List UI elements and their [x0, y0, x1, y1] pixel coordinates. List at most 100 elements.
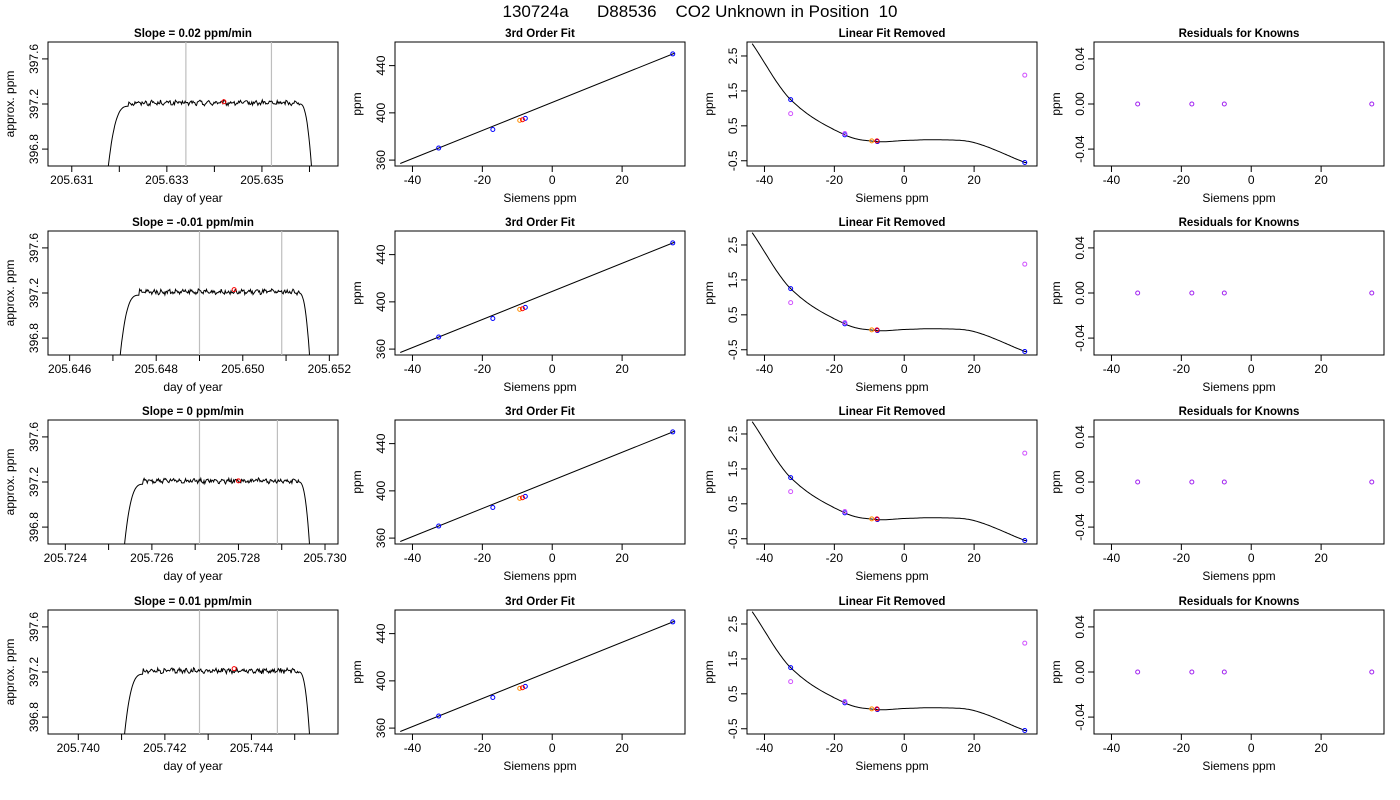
- panel-title: Slope = 0.02 ppm/min: [134, 28, 252, 40]
- unknown-residual-point: [869, 516, 875, 522]
- panel-known-row2: Residuals for Knowns -40 -20 0 20 -0.04 0.00 0.…: [1049, 406, 1385, 583]
- y-tick-label: 0.04: [1073, 47, 1087, 71]
- x-tick-label: -20: [826, 173, 844, 187]
- panel-trace-row2: Slope = 0 ppm/min 205.724 205.726 205.728 20…: [3, 406, 347, 583]
- y-tick-label: 400: [374, 103, 388, 123]
- x-axis-label: Siemens ppm: [503, 380, 576, 394]
- panel-resid-row1: Linear Fit Removed -40 -20 0 20 -0.5 0.5 1.5 2.5…: [702, 217, 1038, 394]
- x-axis-label: Siemens ppm: [1202, 569, 1275, 583]
- fit-line: [400, 430, 675, 542]
- unknown-point: [517, 495, 523, 501]
- unknown-mean-point: [235, 478, 241, 484]
- x-axis-label: Siemens ppm: [1202, 380, 1275, 394]
- x-tick-label: 205.633: [145, 173, 189, 187]
- x-axis-label: Siemens ppm: [855, 191, 928, 205]
- y-tick-label: -0.04: [1073, 135, 1087, 163]
- y-tick-label: 440: [374, 55, 388, 75]
- known-residual-point: [788, 665, 794, 671]
- comparison-point: [1022, 261, 1028, 267]
- known-residual-marker: [1189, 101, 1195, 107]
- x-axis-label: Siemens ppm: [503, 569, 576, 583]
- comparison-point: [1022, 450, 1028, 456]
- panel-title: Slope = -0.01 ppm/min: [132, 217, 254, 229]
- y-tick-label: 396.8: [27, 323, 41, 353]
- panel-title: 3rd Order Fit: [505, 406, 575, 418]
- x-axis-label: Siemens ppm: [1202, 191, 1275, 205]
- x-tick-label: 20: [967, 173, 981, 187]
- known-point: [436, 523, 442, 529]
- residual-curve: [751, 421, 1027, 541]
- y-axis-label: ppm: [350, 660, 364, 683]
- x-tick-label: 20: [615, 173, 629, 187]
- known-residual-point: [788, 286, 794, 292]
- known-point: [522, 115, 528, 121]
- x-tick-label: -20: [1173, 173, 1191, 187]
- panel-title: Linear Fit Removed: [839, 596, 946, 608]
- panel-trace-row3: Slope = 0.01 ppm/min 205.740 205.742 205.74…: [3, 596, 339, 773]
- y-tick-label: 0.00: [1073, 281, 1087, 305]
- y-axis-label: ppm: [350, 281, 364, 304]
- y-tick-label: 0.5: [726, 495, 740, 512]
- y-tick-label: 396.8: [27, 512, 41, 542]
- concentration-trace: [124, 666, 310, 734]
- x-tick-label: 205.728: [217, 551, 261, 565]
- known-point: [522, 304, 528, 310]
- unknown-point-red: [520, 306, 526, 312]
- x-axis-label: Siemens ppm: [855, 569, 928, 583]
- y-axis-label: ppm: [1049, 281, 1063, 304]
- x-tick-label: -20: [474, 362, 492, 376]
- panel-resid-row2: Linear Fit Removed -40 -20 0 20 -0.5 0.5 1.5 2.5…: [702, 406, 1038, 583]
- known-point: [436, 713, 442, 719]
- x-tick-label: 0: [1248, 362, 1255, 376]
- y-axis-label: ppm: [702, 92, 716, 115]
- x-tick-label: -40: [404, 551, 422, 565]
- known-residual-marker: [1221, 101, 1227, 107]
- x-tick-label: -40: [756, 551, 774, 565]
- unknown-residual-point-red: [874, 706, 880, 712]
- panel-resid-row0: Linear Fit Removed -40 -20 0 20 -0.5 0.5 1.5 2.5…: [702, 28, 1038, 205]
- unknown-mean-point: [231, 287, 237, 293]
- x-tick-label: 20: [615, 362, 629, 376]
- x-tick-label: -40: [404, 173, 422, 187]
- concentration-trace: [124, 476, 310, 544]
- plot-frame: [746, 609, 1038, 735]
- y-tick-label: 400: [374, 481, 388, 501]
- panel-title: Residuals for Knowns: [1179, 217, 1300, 229]
- x-tick-label: -40: [404, 362, 422, 376]
- known-point: [490, 127, 496, 133]
- plot-frame: [746, 230, 1038, 356]
- x-tick-label: 205.742: [143, 741, 187, 755]
- x-tick-label: 20: [615, 551, 629, 565]
- y-axis-label: ppm: [350, 470, 364, 493]
- plot-frame: [47, 419, 339, 545]
- plot-frame: [746, 41, 1038, 167]
- x-axis-label: Siemens ppm: [503, 191, 576, 205]
- unknown-mean-point: [221, 99, 227, 105]
- known-residual-marker: [1221, 479, 1227, 485]
- panel-trace-row1: Slope = -0.01 ppm/min 205.646 205.648 205.6…: [3, 217, 351, 394]
- x-tick-label: 0: [901, 551, 908, 565]
- plot-frame: [1093, 41, 1385, 167]
- known-point: [490, 695, 496, 701]
- y-tick-label: 2.5: [726, 425, 740, 442]
- unknown-point: [517, 306, 523, 312]
- y-tick-label: 1.5: [726, 460, 740, 477]
- y-tick-label: 440: [374, 433, 388, 453]
- y-axis-label: approx. ppm: [3, 260, 17, 327]
- plot-area: [119, 231, 311, 355]
- panel-known-row1: Residuals for Knowns -40 -20 0 20 -0.04 0.00 0.…: [1049, 217, 1385, 394]
- x-axis-label: Siemens ppm: [855, 759, 928, 773]
- plot-area: [400, 240, 676, 353]
- plot-frame: [1093, 230, 1385, 356]
- y-tick-label: 0.5: [726, 685, 740, 702]
- x-tick-label: 205.726: [130, 551, 174, 565]
- y-tick-label: 2.5: [726, 236, 740, 253]
- y-tick-label: -0.5: [726, 150, 740, 171]
- y-tick-label: 2.5: [726, 615, 740, 632]
- plot-frame: [394, 419, 686, 545]
- y-tick-label: 0.00: [1073, 470, 1087, 494]
- plot-frame: [1093, 609, 1385, 735]
- known-point: [670, 429, 676, 435]
- x-tick-label: -40: [404, 741, 422, 755]
- known-residual-marker: [1221, 290, 1227, 296]
